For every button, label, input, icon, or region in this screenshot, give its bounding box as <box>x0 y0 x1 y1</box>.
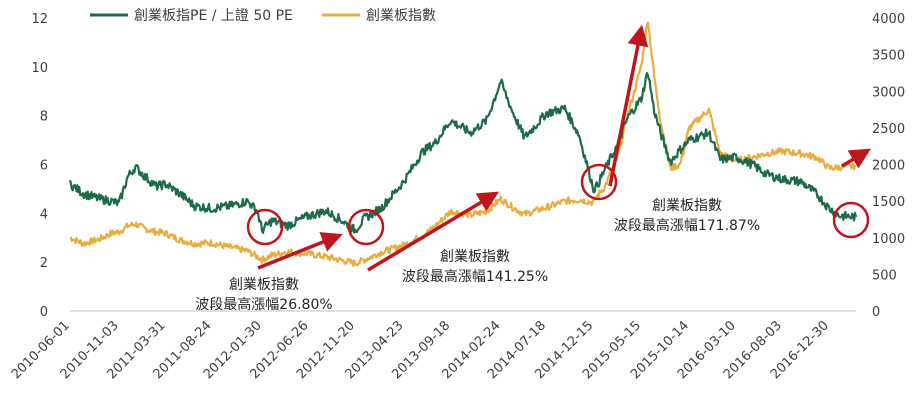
annotation-1: 創業板指數 波段最高漲幅26.80% <box>195 277 332 313</box>
highlight-circle-2 <box>347 208 385 246</box>
y-left-tick-2: 4 <box>40 207 48 222</box>
y-left-tick-6: 12 <box>31 12 48 27</box>
highlight-circle-3 <box>580 163 618 201</box>
legend: 創業板指PE / 上證 50 PE 創業板指數 <box>90 7 436 24</box>
annotation-2: 創業板指數 波段最高漲幅141.25% <box>402 249 548 285</box>
highlight-circles <box>246 163 870 246</box>
y-right-tick-0: 0 <box>872 305 880 320</box>
y-left-tick-1: 2 <box>40 256 48 271</box>
annotation-3: 創業板指數 波段最高漲幅171.87% <box>614 198 760 234</box>
y-left-tick-4: 8 <box>40 110 48 125</box>
y-axis-left: 0 2 4 6 8 10 12 <box>31 12 48 320</box>
highlight-circle-1 <box>246 208 284 246</box>
series-line-pe-ratio <box>68 72 858 234</box>
legend-label-pe-ratio: 創業板指PE / 上證 50 PE <box>134 7 293 24</box>
annotation-3-line-2: 波段最高漲幅171.87% <box>614 217 760 234</box>
y-right-tick-4: 2000 <box>872 159 905 174</box>
legend-label-chinext-index: 創業板指數 <box>366 8 436 24</box>
trend-arrow-2 <box>367 191 500 272</box>
y-right-tick-6: 3000 <box>872 85 905 100</box>
annotation-1-line-1: 創業板指數 <box>229 277 299 293</box>
trend-arrow-3 <box>608 24 649 187</box>
y-right-tick-8: 4000 <box>872 12 905 27</box>
y-axis-right: 0 500 1000 1500 2000 2500 3000 3500 4000 <box>872 12 905 320</box>
y-left-tick-5: 10 <box>31 61 48 76</box>
y-right-tick-5: 2500 <box>872 122 905 137</box>
x-axis: 2010-06-012010-11-032011-03-312011-08-24… <box>9 318 832 382</box>
annotation-2-line-2: 波段最高漲幅141.25% <box>402 268 548 285</box>
y-left-tick-3: 6 <box>40 159 48 174</box>
trend-arrow-4 <box>841 148 872 169</box>
y-right-tick-7: 3500 <box>872 49 905 64</box>
annotation-2-line-1: 創業板指數 <box>440 249 510 265</box>
trend-arrows <box>257 24 872 272</box>
highlight-circle-4 <box>832 201 870 239</box>
trend-arrow-1 <box>257 232 343 270</box>
y-right-tick-2: 1000 <box>872 232 905 247</box>
y-left-tick-0: 0 <box>40 305 48 320</box>
y-right-tick-3: 1500 <box>872 195 905 210</box>
annotation-3-line-1: 創業板指數 <box>652 198 722 214</box>
annotation-1-line-2: 波段最高漲幅26.80% <box>195 296 332 313</box>
y-right-tick-1: 500 <box>872 268 897 283</box>
